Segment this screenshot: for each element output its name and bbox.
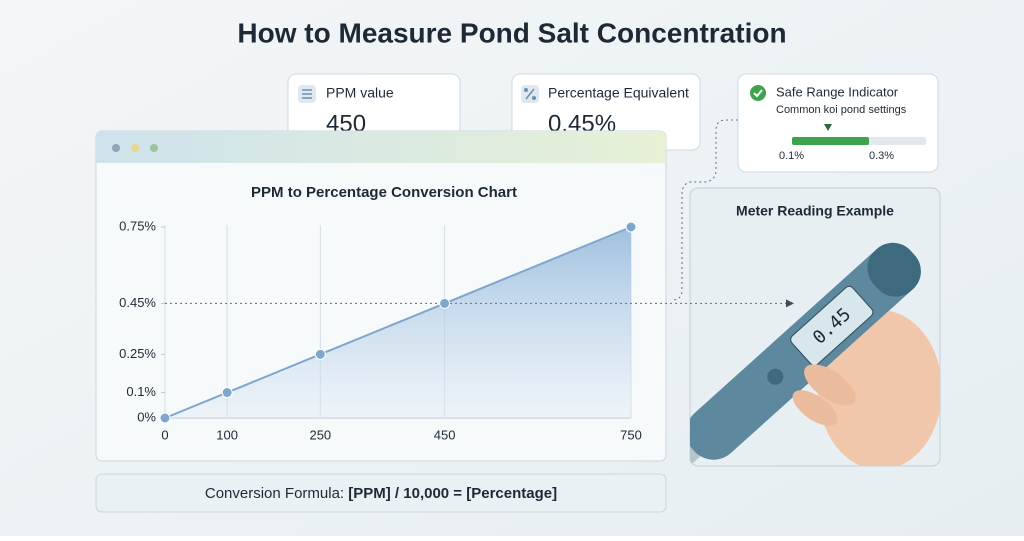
y-tick-label: 0.25% xyxy=(119,346,156,361)
formula-label: Conversion Formula: xyxy=(205,485,344,502)
meter: 0.45 xyxy=(690,242,921,466)
check-mark xyxy=(753,89,763,98)
chart-title: PPM to Percentage Conversion Chart xyxy=(251,184,517,201)
meter-illustration: 0.45 xyxy=(690,242,940,466)
range-band xyxy=(792,137,869,145)
icon-dot xyxy=(532,96,536,100)
y-tick-label: 0.45% xyxy=(119,295,156,310)
window-dot xyxy=(112,144,120,152)
y-tick-label: 0% xyxy=(137,409,156,424)
point xyxy=(159,412,171,424)
icon-slash xyxy=(525,88,535,100)
range-low: 0.1% xyxy=(779,150,804,162)
button xyxy=(767,368,784,385)
card-label: PPM value xyxy=(326,85,394,101)
formula-box xyxy=(95,473,667,513)
x-tick-label: 100 xyxy=(216,427,238,442)
meter-cap xyxy=(867,242,921,297)
meter-title: Meter Reading Example xyxy=(736,203,894,219)
finger xyxy=(804,364,856,406)
range-high: 0.3% xyxy=(869,150,894,162)
x-tick-label: 0 xyxy=(161,427,168,442)
formula: Conversion Formula: [PPM] / 10,000 = [Pe… xyxy=(205,485,557,502)
hand xyxy=(818,310,940,466)
connector xyxy=(671,119,738,301)
point xyxy=(314,348,326,360)
plot: 0 100 250 450 750 0% 0.1% 0.25% 0.45% 0.75% xyxy=(119,218,794,442)
safe-range-subtitle: Common koi pond settings xyxy=(776,104,907,116)
safe-range-title: Safe Range Indicator xyxy=(776,84,899,99)
display xyxy=(790,285,874,366)
page-title: How to Measure Pond Salt Concentration xyxy=(237,17,786,48)
safe-range-card xyxy=(737,73,939,173)
icon-lines xyxy=(302,89,312,99)
range-pointer xyxy=(824,124,832,131)
formula-expression: [PPM] / 10,000 = [Percentage] xyxy=(348,485,557,502)
point xyxy=(221,387,233,399)
y-tick-label: 0.75% xyxy=(119,218,156,233)
x-tick-label: 750 xyxy=(620,427,642,442)
panel-header xyxy=(96,131,666,163)
card-label: Percentage Equivalent xyxy=(548,85,689,101)
point xyxy=(439,297,451,309)
finger xyxy=(792,390,838,426)
y-tick-label: 0.1% xyxy=(126,384,156,399)
check-icon xyxy=(750,85,766,101)
window-dot xyxy=(150,144,158,152)
x-tick-label: 450 xyxy=(434,427,456,442)
window-dot xyxy=(131,144,139,152)
guide-arrow xyxy=(786,299,794,308)
icon-dot xyxy=(524,88,528,92)
point xyxy=(625,221,637,233)
x-tick-label: 250 xyxy=(309,427,331,442)
